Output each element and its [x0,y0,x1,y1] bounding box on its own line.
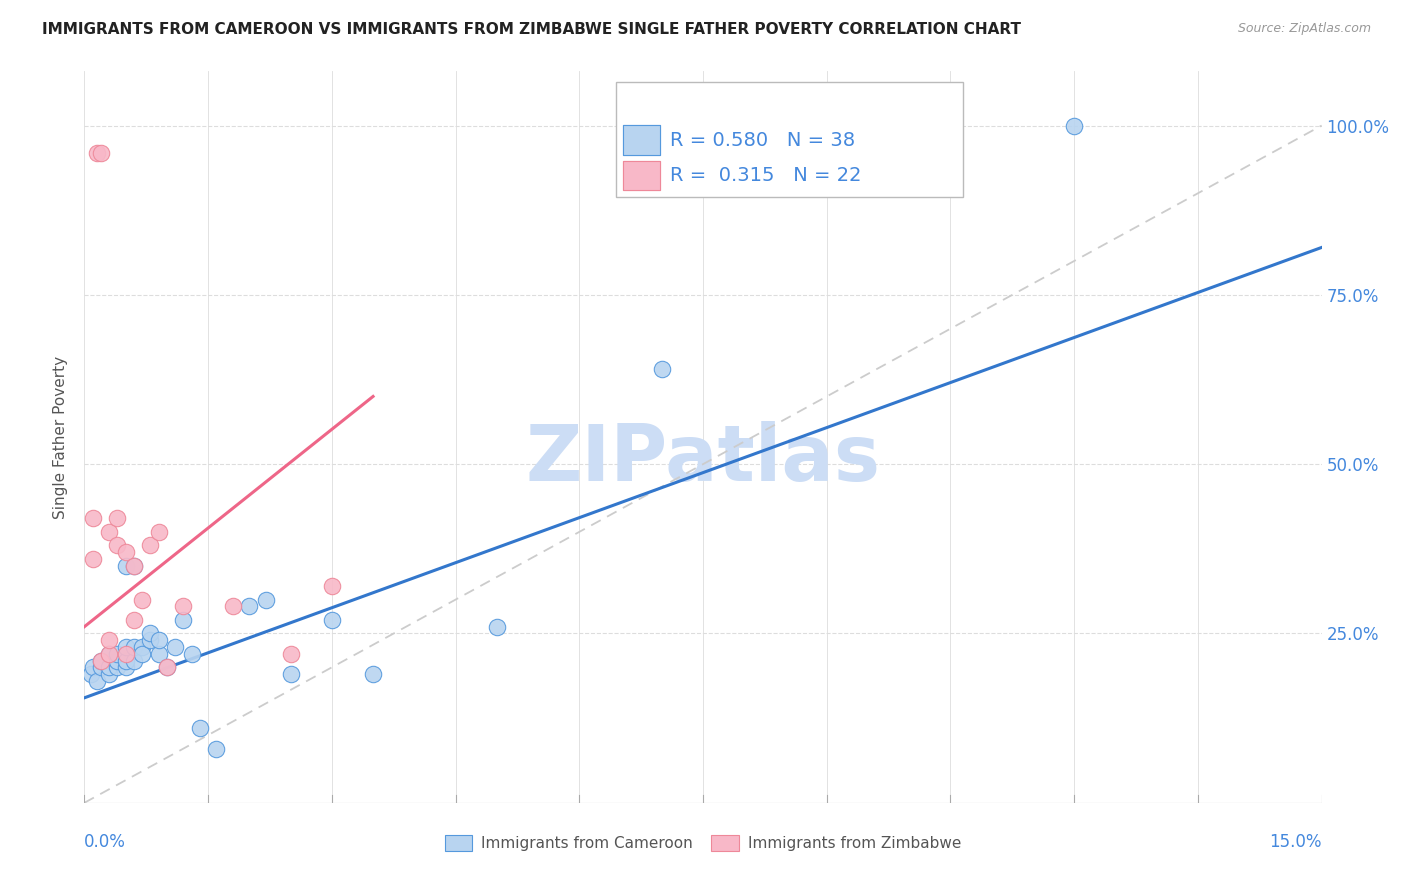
Point [321,613,343,627]
Point [139,633,162,648]
FancyBboxPatch shape [623,126,659,154]
Point [238,599,260,614]
Point [131,640,153,654]
FancyBboxPatch shape [623,126,659,154]
Point [90,660,112,674]
Point [188,721,211,735]
Point [139,626,162,640]
Point [205,741,228,756]
Point [122,558,145,573]
Point [114,545,136,559]
Point [105,660,128,674]
Point [82,660,104,674]
Point [105,647,128,661]
Point [114,640,136,654]
Point [485,620,508,634]
Text: Source: ZipAtlas.com: Source: ZipAtlas.com [1237,22,1371,36]
Point [222,599,245,614]
Point [86,673,108,688]
Point [90,654,112,668]
Point [651,362,673,376]
Point [122,613,145,627]
Point [114,660,136,674]
Point [122,654,145,668]
Point [361,667,384,681]
Point [105,538,128,552]
Point [280,667,302,681]
Point [80,667,103,681]
Point [1063,119,1085,133]
Legend: Immigrants from Cameroon, Immigrants from Zimbabwe: Immigrants from Cameroon, Immigrants fro… [439,830,967,857]
Point [148,524,170,539]
Point [98,660,121,674]
Point [114,654,136,668]
Point [98,647,121,661]
Text: R =  0.315   N = 22: R = 0.315 N = 22 [669,166,860,185]
FancyBboxPatch shape [623,161,659,190]
Point [122,558,145,573]
Point [98,647,121,661]
Point [156,660,179,674]
FancyBboxPatch shape [623,161,659,190]
Point [131,592,153,607]
Point [280,647,302,661]
Point [131,647,153,661]
Point [105,511,128,525]
Point [114,647,136,661]
Point [98,524,121,539]
Point [156,660,179,674]
Point [114,558,136,573]
Point [172,613,194,627]
Point [172,599,194,614]
Point [90,654,112,668]
Point [86,145,108,160]
Text: 15.0%: 15.0% [1270,833,1322,851]
Point [180,647,202,661]
Point [90,145,112,160]
Point [165,640,187,654]
Point [98,667,121,681]
Text: ZIPatlas: ZIPatlas [526,421,880,497]
Text: 0.0%: 0.0% [84,833,127,851]
FancyBboxPatch shape [616,81,963,197]
Y-axis label: Single Father Poverty: Single Father Poverty [53,356,69,518]
Point [148,647,170,661]
Point [98,633,121,648]
Point [148,633,170,648]
Point [82,511,104,525]
Point [321,579,343,593]
Text: IMMIGRANTS FROM CAMEROON VS IMMIGRANTS FROM ZIMBABWE SINGLE FATHER POVERTY CORRE: IMMIGRANTS FROM CAMEROON VS IMMIGRANTS F… [42,22,1021,37]
Point [254,592,277,607]
Point [122,640,145,654]
Point [82,552,104,566]
Text: R = 0.580   N = 38: R = 0.580 N = 38 [669,130,855,150]
Point [139,538,162,552]
Point [105,654,128,668]
